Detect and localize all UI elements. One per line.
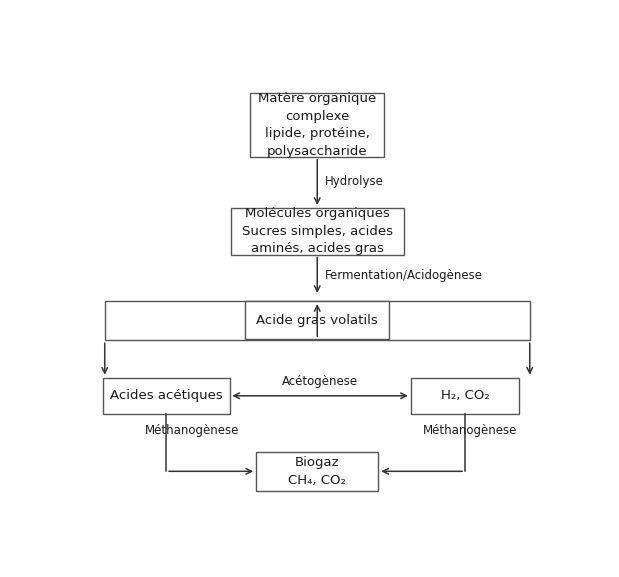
Text: Méthanogènese: Méthanogènese <box>423 425 517 437</box>
Text: Acétogènese: Acétogènese <box>282 375 358 388</box>
Text: Hydrolyse: Hydrolyse <box>324 175 383 188</box>
Bar <box>245 301 389 339</box>
Bar <box>105 301 530 340</box>
Text: Biogaz
CH₄, CO₂: Biogaz CH₄, CO₂ <box>288 456 346 486</box>
Bar <box>103 377 230 414</box>
Bar <box>231 208 404 254</box>
Bar <box>256 452 378 491</box>
Text: Fermentation/Acidogènese: Fermentation/Acidogènese <box>324 269 482 282</box>
Text: H₂, CO₂: H₂, CO₂ <box>441 389 490 402</box>
Text: Acides acétiques: Acides acétiques <box>110 389 222 402</box>
Text: Matère organique
complexe
lipide, protéine,
polysaccharide: Matère organique complexe lipide, protéi… <box>258 92 376 158</box>
Text: Méthanogènese: Méthanogènese <box>144 425 239 437</box>
Bar <box>411 377 519 414</box>
Text: Acide gras volatils: Acide gras volatils <box>256 314 378 327</box>
Bar <box>250 92 384 157</box>
Text: Molécules organiques
Sucres simples, acides
aminés, acides gras: Molécules organiques Sucres simples, aci… <box>242 207 392 256</box>
